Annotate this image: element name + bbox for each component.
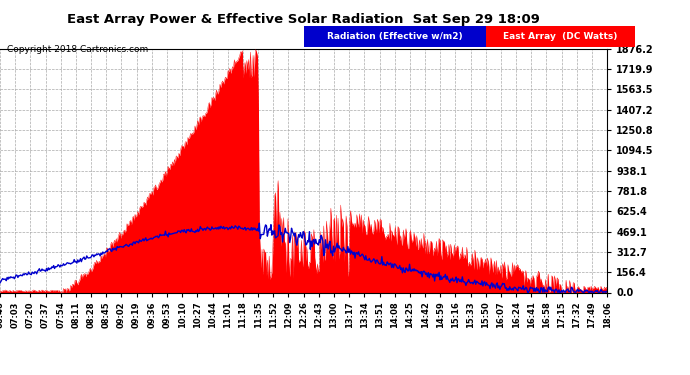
Text: Radiation (Effective w/m2): Radiation (Effective w/m2) [327,32,463,41]
Text: Copyright 2018 Cartronics.com: Copyright 2018 Cartronics.com [7,45,148,54]
Text: East Array Power & Effective Solar Radiation  Sat Sep 29 18:09: East Array Power & Effective Solar Radia… [67,13,540,26]
Text: East Array  (DC Watts): East Array (DC Watts) [504,32,618,41]
